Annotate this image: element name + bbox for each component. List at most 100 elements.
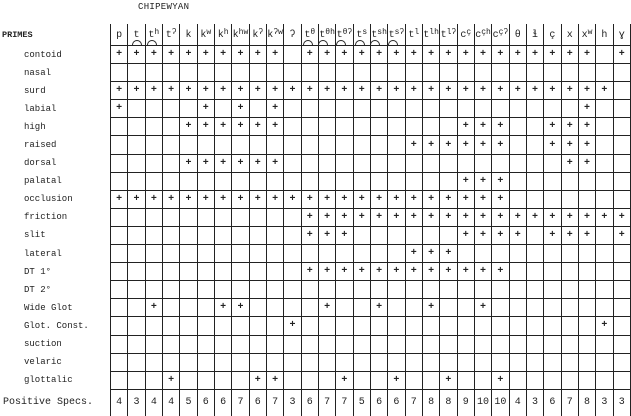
matrix-cell: + xyxy=(317,81,337,101)
matrix-cell: + xyxy=(473,135,493,155)
ligature-arc-icon xyxy=(318,40,329,45)
plus-mark: + xyxy=(116,85,123,97)
matrix-cell xyxy=(612,262,631,282)
consonant-symbol: ɣ xyxy=(619,31,625,45)
matrix-cell xyxy=(456,280,475,300)
matrix-cell: + xyxy=(213,81,233,101)
matrix-cell xyxy=(317,99,337,119)
consonant-symbol: k xyxy=(185,31,191,45)
matrix-cell xyxy=(196,280,215,300)
positive-spec-count: 6 xyxy=(387,389,406,416)
matrix-cell xyxy=(335,335,354,354)
consonant-symbol: ʔ xyxy=(289,31,295,45)
symbol-base: ç xyxy=(549,30,556,41)
matrix-cell xyxy=(144,208,163,227)
matrix-cell xyxy=(335,298,354,318)
plus-mark: + xyxy=(601,85,608,97)
matrix-cell xyxy=(456,154,475,173)
symbol-superscript: sh xyxy=(377,28,387,37)
symbol-base: t xyxy=(148,30,155,41)
matrix-cell: + xyxy=(196,81,215,101)
column-header: cç xyxy=(456,24,475,46)
matrix-cell xyxy=(577,190,597,209)
feature-label: high xyxy=(24,121,46,132)
matrix-cell: + xyxy=(577,99,597,119)
matrix-cell xyxy=(543,63,562,83)
matrix-cell: + xyxy=(179,117,198,137)
matrix-cell xyxy=(473,335,493,354)
matrix-cell: + xyxy=(543,81,562,101)
matrix-cell xyxy=(283,208,302,227)
matrix-cell xyxy=(231,135,250,155)
matrix-cell xyxy=(473,244,493,264)
matrix-cell xyxy=(283,45,302,65)
matrix-cell xyxy=(300,135,319,155)
plus-mark: + xyxy=(133,85,140,97)
matrix-cell xyxy=(404,172,423,191)
matrix-cell xyxy=(525,353,545,372)
plus-mark: + xyxy=(410,211,417,223)
column-header: xw xyxy=(577,24,597,46)
matrix-cell xyxy=(300,280,319,300)
symbol-base: θ xyxy=(514,30,521,41)
plus-mark: + xyxy=(150,85,157,97)
matrix-cell xyxy=(560,353,579,372)
matrix-cell: + xyxy=(300,190,319,209)
plus-mark: + xyxy=(428,266,435,278)
plus-mark: + xyxy=(445,49,452,61)
plus-mark: + xyxy=(428,211,435,223)
matrix-cell: + xyxy=(404,244,423,264)
matrix-cell xyxy=(525,190,545,209)
matrix-cell xyxy=(196,262,215,282)
matrix-cell xyxy=(248,99,267,119)
positive-spec-count: 5 xyxy=(352,389,371,416)
matrix-cell: + xyxy=(387,208,406,227)
matrix-cell xyxy=(439,298,458,318)
matrix-cell xyxy=(439,335,458,354)
ligature-arc-icon xyxy=(335,40,346,45)
ligature-arc-icon xyxy=(132,40,143,45)
plus-mark: + xyxy=(566,229,573,241)
positive-spec-count: 6 xyxy=(213,389,233,416)
feature-matrix: PRIMES p t th tʔ k kw kh khw kʔ kʔw ʔ tθ tθh tθʔ ts tsh t… xyxy=(0,24,631,416)
matrix-cell: + xyxy=(231,99,250,119)
feature-row: slit + + + + + + + + + + + xyxy=(0,226,631,246)
matrix-cell xyxy=(525,316,545,336)
feature-label: suction xyxy=(24,339,62,350)
matrix-cell xyxy=(283,262,302,282)
ligature-arc-icon xyxy=(387,40,398,45)
plus-mark: + xyxy=(480,266,487,278)
column-header: tl xyxy=(404,24,423,46)
column-header: x xyxy=(560,24,579,46)
matrix-cell xyxy=(265,172,285,191)
matrix-cell: + xyxy=(161,45,181,65)
symbol-base: ɬ xyxy=(532,30,539,41)
feature-label: DT 2° xyxy=(24,284,52,295)
positive-spec-count: 10 xyxy=(491,389,510,416)
matrix-cell xyxy=(300,154,319,173)
matrix-cell xyxy=(127,262,146,282)
matrix-cell xyxy=(456,63,475,83)
matrix-cell xyxy=(456,353,475,372)
matrix-cell xyxy=(335,99,354,119)
column-header: tlʔ xyxy=(439,24,458,46)
matrix-cell xyxy=(508,244,527,264)
matrix-cell: + xyxy=(404,135,423,155)
matrix-cell xyxy=(144,316,163,336)
matrix-cell xyxy=(317,280,337,300)
plus-mark: + xyxy=(168,85,175,97)
matrix-cell xyxy=(404,316,423,336)
matrix-cell xyxy=(491,63,510,83)
column-header: ɣ xyxy=(612,24,631,46)
matrix-cell xyxy=(300,335,319,354)
matrix-cell: + xyxy=(491,208,510,227)
matrix-cell xyxy=(525,280,545,300)
plus-mark: + xyxy=(358,193,365,205)
plus-mark: + xyxy=(462,85,469,97)
plus-mark: + xyxy=(237,193,244,205)
matrix-cell xyxy=(508,262,527,282)
feature-label: surd xyxy=(24,85,46,96)
matrix-cell: + xyxy=(421,244,441,264)
matrix-cell xyxy=(144,117,163,137)
matrix-cell xyxy=(179,99,198,119)
